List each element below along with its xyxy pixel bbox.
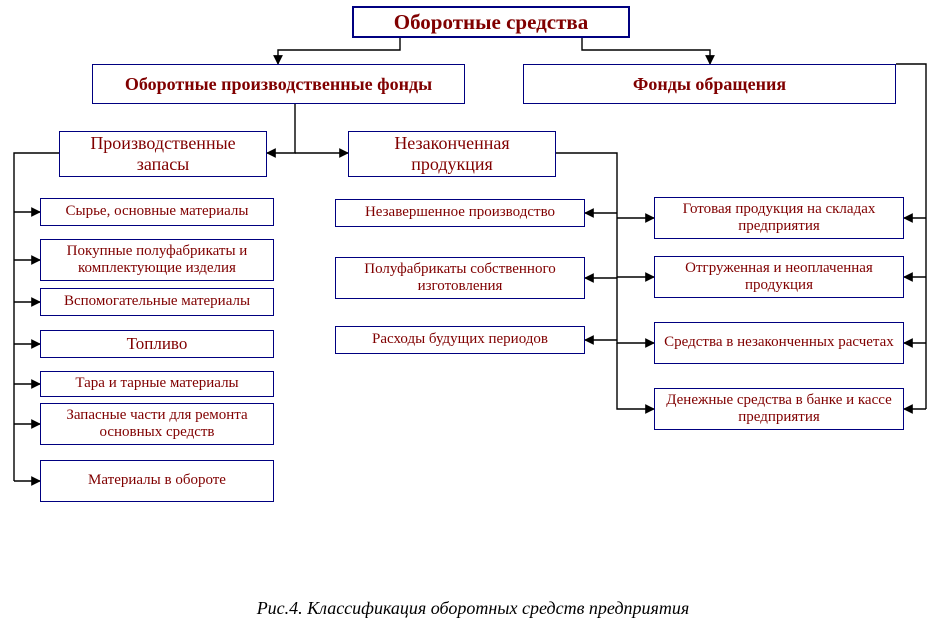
node-root: Оборотные средства [352, 6, 630, 38]
node-fo3: Средства в незаконченных расчетах [654, 322, 904, 364]
node-pz6: Запасные части для ремонта основных сред… [40, 403, 274, 445]
node-pz7: Материалы в обороте [40, 460, 274, 502]
node-opf: Оборотные производственные фонды [92, 64, 465, 104]
node-pz2: Покупные полуфабрикаты и комплектующие и… [40, 239, 274, 281]
node-np2: Полуфабрикаты собственного изготовления [335, 257, 585, 299]
node-pz4: Топливо [40, 330, 274, 358]
node-pz1: Сырье, основные материалы [40, 198, 274, 226]
node-fo: Фонды обращения [523, 64, 896, 104]
node-np: Незаконченная продукция [348, 131, 556, 177]
node-fo1: Готовая продукция на складах предприятия [654, 197, 904, 239]
node-np1: Незавершенное производство [335, 199, 585, 227]
node-fo4: Денежные средства в банке и кассе предпр… [654, 388, 904, 430]
node-np3: Расходы будущих периодов [335, 326, 585, 354]
node-fo2: Отгруженная и неоплаченная продукция [654, 256, 904, 298]
diagram-canvas: Рис.4. Классификация оборотных средств п… [0, 0, 946, 634]
figure-caption: Рис.4. Классификация оборотных средств п… [0, 598, 946, 619]
node-pz5: Тара и тарные материалы [40, 371, 274, 397]
node-pz3: Вспомогательные материалы [40, 288, 274, 316]
node-pz: Производственные запасы [59, 131, 267, 177]
